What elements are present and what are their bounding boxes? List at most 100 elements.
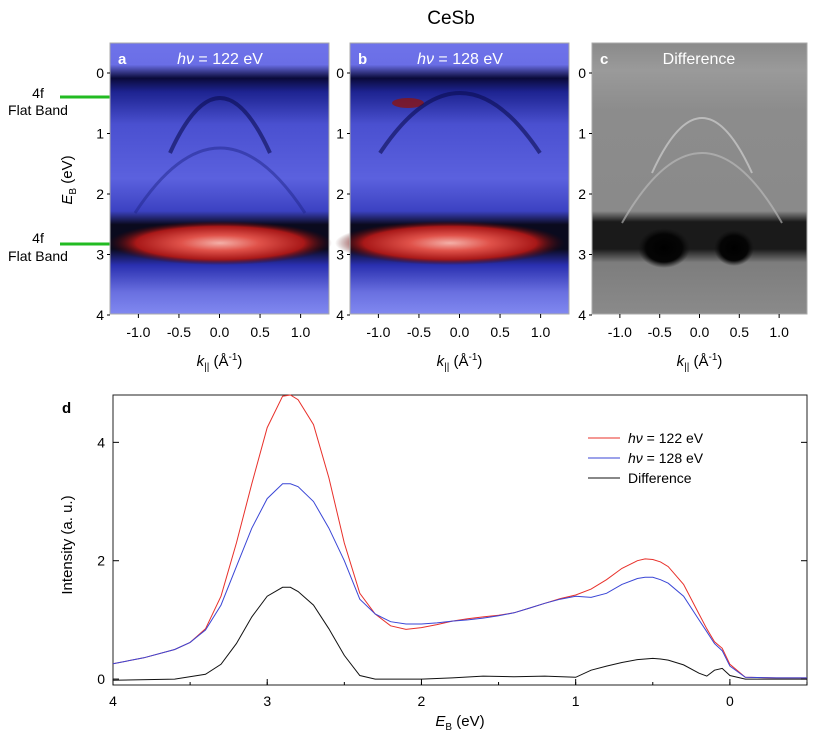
map-x-tick-label: 0.5 bbox=[250, 324, 270, 340]
panel-d-letter: d bbox=[62, 400, 71, 417]
panel-d-series bbox=[112, 394, 807, 681]
map-x-unit-sup: -1 bbox=[468, 352, 477, 363]
legend-label-2: Difference bbox=[628, 470, 692, 486]
panel-c-letter: c bbox=[600, 51, 608, 68]
flat-band-label-lower-line1: 4f bbox=[32, 230, 44, 246]
map-x-tick-label: -1.0 bbox=[608, 324, 632, 340]
map-y-tick-label: 2 bbox=[96, 186, 104, 202]
map-y-tick-label: 3 bbox=[96, 247, 104, 263]
legend-label-rest: = 122 eV bbox=[643, 430, 704, 446]
map-x-tick-label: 1.0 bbox=[291, 324, 311, 340]
panel-b-upper-red bbox=[392, 98, 424, 108]
map-y-tick-label: 3 bbox=[578, 247, 586, 263]
panel-a-dispersion bbox=[168, 96, 272, 154]
map-y-tick-label: 1 bbox=[578, 126, 586, 142]
map-x-axis-label: k|| (Å-1) bbox=[677, 352, 723, 373]
panel-a-flat-band-red bbox=[108, 221, 332, 265]
series-line-0 bbox=[112, 394, 807, 679]
map-y-tick-label: 0 bbox=[336, 65, 344, 81]
legend-label-0: hν = 122 eV bbox=[628, 430, 704, 446]
panel-d-ticks: 4 3 2 1 0 0 2 4 bbox=[97, 434, 808, 709]
panel-b-title: hν = 128 eV bbox=[417, 51, 503, 68]
panel-d-x-axis-label: EB (eV) bbox=[435, 713, 484, 733]
map-y-tick-label: 1 bbox=[96, 126, 104, 142]
map-y-tick-label: 0 bbox=[578, 65, 586, 81]
map-x-tick-label: -0.5 bbox=[648, 324, 672, 340]
map-x-tick-label: -1.0 bbox=[366, 324, 390, 340]
map-x-tick-label: 1.0 bbox=[769, 324, 789, 340]
map-x-sub: || bbox=[444, 362, 449, 373]
map-y-axis-label: EB (eV) bbox=[59, 155, 79, 204]
flat-band-label-upper-line2: Flat Band bbox=[8, 102, 68, 118]
map-x-tick-label: 0.0 bbox=[450, 324, 470, 340]
panel-c-dispersion bbox=[651, 117, 753, 174]
y-tick-label: 2 bbox=[97, 553, 105, 569]
map-y-tick-label: 4 bbox=[578, 307, 586, 323]
map-x-sub: || bbox=[204, 362, 209, 373]
map-y-unit: (eV) bbox=[59, 155, 76, 188]
panel-b-flat-band-red bbox=[335, 221, 565, 265]
panel-c-map: c Difference bbox=[591, 42, 808, 315]
map-y-sub: B bbox=[68, 188, 79, 195]
panel-c-background bbox=[592, 43, 807, 314]
map-x-tick-label: -0.5 bbox=[407, 324, 431, 340]
map-x-axis-label: k|| (Å-1) bbox=[197, 352, 243, 373]
map-x-tick-label: -0.5 bbox=[167, 324, 191, 340]
panel-b-map: b hν = 128 eV bbox=[335, 42, 570, 315]
x-tick-label: 0 bbox=[726, 693, 734, 709]
map-x-tick-label: 0.0 bbox=[210, 324, 230, 340]
panel-a-title: hν = 122 eV bbox=[177, 51, 263, 68]
panel-b-letter: b bbox=[358, 51, 367, 68]
panel-c-dark-blob-1 bbox=[638, 228, 690, 268]
x-tick-label: 4 bbox=[109, 693, 117, 709]
map-x-unit-close: ) bbox=[717, 353, 722, 370]
y-tick-label: 4 bbox=[97, 434, 105, 450]
map-y-tick-label: 1 bbox=[336, 126, 344, 142]
series-line-2 bbox=[112, 586, 807, 681]
flat-band-label-upper-line1: 4f bbox=[32, 85, 44, 101]
panel-b-title-italic: hν bbox=[417, 51, 434, 68]
legend-label-1: hν = 128 eV bbox=[628, 450, 704, 466]
flat-band-label-lower-line2: Flat Band bbox=[8, 248, 68, 264]
map-x-symbol: k bbox=[437, 353, 446, 370]
x-tick-label: 1 bbox=[572, 693, 580, 709]
map-x-symbol: k bbox=[677, 353, 686, 370]
x-tick-label: 2 bbox=[418, 693, 426, 709]
map-x-unit-sup: -1 bbox=[708, 352, 717, 363]
map-x-unit-sup: -1 bbox=[228, 352, 237, 363]
map-x-symbol: k bbox=[197, 353, 206, 370]
figure-title: CeSb bbox=[427, 8, 475, 29]
panel-c-dispersion-2 bbox=[621, 152, 783, 224]
panel-b-dispersion bbox=[378, 91, 542, 155]
map-y-tick-label: 2 bbox=[336, 186, 344, 202]
panel-a-title-italic: hν bbox=[177, 51, 194, 68]
panel-a-letter: a bbox=[118, 51, 127, 68]
map-x-tick-label: 1.0 bbox=[531, 324, 551, 340]
panel-b-background bbox=[350, 43, 569, 314]
series-line-1 bbox=[112, 483, 807, 679]
flat-band-label-lower: 4f Flat Band bbox=[8, 230, 124, 264]
map-x-unit-close: ) bbox=[477, 353, 482, 370]
map-x-tick-label: 0.0 bbox=[690, 324, 710, 340]
map-x-unit: (Å bbox=[209, 353, 228, 370]
panel-c-title-rest: Difference bbox=[663, 51, 736, 68]
panel-a-map: a hν = 122 eV bbox=[108, 42, 332, 315]
map-x-tick-label: 0.5 bbox=[730, 324, 750, 340]
map-y-symbol: E bbox=[59, 194, 76, 205]
map-x-sub: || bbox=[684, 362, 689, 373]
map-y-tick-label: 4 bbox=[336, 307, 344, 323]
map-y-tick-label: 3 bbox=[336, 247, 344, 263]
x-tick-label: 3 bbox=[263, 693, 271, 709]
legend-label-italic: hν bbox=[628, 430, 643, 446]
panel-d-chart: d Intensity (a. u.) EB (eV) 4 3 2 1 0 0 2 4 hν … bbox=[59, 394, 808, 733]
panel-a-background bbox=[110, 43, 329, 314]
map-x-unit: (Å bbox=[449, 353, 468, 370]
panel-c-dark-blob-2 bbox=[714, 230, 754, 266]
map-y-tick-label: 2 bbox=[578, 186, 586, 202]
map-y-tick-label: 4 bbox=[96, 307, 104, 323]
legend-label-rest: = 128 eV bbox=[643, 450, 704, 466]
legend-label-italic: hν bbox=[628, 450, 643, 466]
